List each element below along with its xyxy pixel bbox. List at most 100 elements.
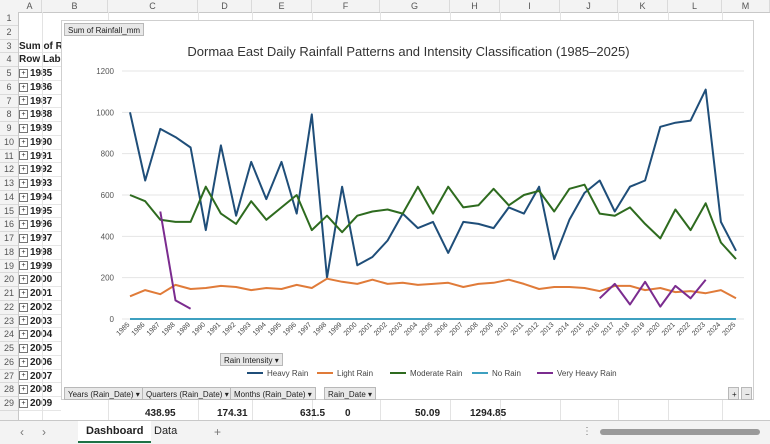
pivot-row-1989[interactable]: +1989 [19,122,61,136]
column-header-h[interactable]: H [450,0,500,12]
pivot-row-1987[interactable]: +1987 [19,95,61,109]
pivot-values-header[interactable]: Sum of R [19,40,61,54]
expand-icon[interactable]: + [19,288,28,298]
tab-data[interactable]: Data [154,425,178,437]
add-sheet-button[interactable]: + [214,425,222,439]
expand-icon[interactable]: + [19,206,28,216]
tab-dashboard[interactable]: Dashboard [78,421,152,443]
collapse-field-button[interactable]: − [741,387,752,400]
column-header-m[interactable]: M [722,0,770,12]
row-header-9[interactable]: 9 [0,122,18,136]
row-header-8[interactable]: 8 [0,108,18,122]
expand-icon[interactable]: + [19,82,28,92]
more-options-icon[interactable]: ⋮ [582,426,592,437]
row-header-5[interactable]: 5 [0,67,18,81]
expand-icon[interactable]: + [19,398,28,408]
pivot-row-2005[interactable]: +2005 [19,342,61,356]
filter-button-3[interactable]: Rain_Date ▾ [324,387,377,400]
pivot-row-2006[interactable]: +2006 [19,356,61,370]
filter-button-2[interactable]: Months (Rain_Date) ▾ [230,387,316,400]
row-header-10[interactable]: 10 [0,136,18,150]
row-header-21[interactable]: 21 [0,287,18,301]
row-header-28[interactable]: 28 [0,383,18,397]
row-header-3[interactable]: 3 [0,40,18,54]
pivot-row-2003[interactable]: +2003 [19,315,61,329]
row-header-11[interactable]: 11 [0,150,18,164]
column-header-c[interactable]: C [108,0,198,12]
pivot-row-1992[interactable]: +1992 [19,163,61,177]
expand-icon[interactable]: + [19,343,28,353]
next-sheet-icon[interactable]: › [42,425,46,439]
expand-icon[interactable]: + [19,247,28,257]
pivot-row-1997[interactable]: +1997 [19,232,61,246]
pivot-row-2001[interactable]: +2001 [19,287,61,301]
row-header-15[interactable]: 15 [0,205,18,219]
pivot-row-1985[interactable]: +1985 [19,67,61,81]
pivot-row-2002[interactable]: +2002 [19,301,61,315]
row-header-23[interactable]: 23 [0,315,18,329]
expand-icon[interactable]: + [19,178,28,188]
pivot-row-1998[interactable]: +1998 [19,246,61,260]
row-header-20[interactable]: 20 [0,273,18,287]
pivot-row-1993[interactable]: +1993 [19,177,61,191]
expand-icon[interactable]: + [19,165,28,175]
expand-icon[interactable]: + [19,233,28,243]
column-header-j[interactable]: J [560,0,618,12]
column-header-g[interactable]: G [380,0,450,12]
expand-icon[interactable]: + [19,68,28,78]
pivot-row-2008[interactable]: +2008 [19,383,61,397]
prev-sheet-icon[interactable]: ‹ [20,425,24,439]
pivot-row-1988[interactable]: +1988 [19,108,61,122]
column-header-d[interactable]: D [198,0,252,12]
expand-icon[interactable]: + [19,192,28,202]
expand-icon[interactable]: + [19,137,28,147]
row-header-25[interactable]: 25 [0,342,18,356]
expand-icon[interactable]: + [19,123,28,133]
row-header-19[interactable]: 19 [0,260,18,274]
expand-icon[interactable]: + [19,275,28,285]
column-header-e[interactable]: E [252,0,312,12]
row-header-13[interactable]: 13 [0,177,18,191]
column-header-l[interactable]: L [668,0,722,12]
pivot-row-2007[interactable]: +2007 [19,370,61,384]
expand-icon[interactable]: + [19,261,28,271]
pivot-row-2009[interactable]: +2009 [19,397,61,411]
pivot-row-1986[interactable]: +1986 [19,81,61,95]
pivot-row-1996[interactable]: +1996 [19,218,61,232]
column-header-a[interactable]: A [18,0,42,12]
expand-icon[interactable]: + [19,371,28,381]
row-header-29[interactable]: 29 [0,397,18,411]
field-button-sum-rainfall[interactable]: Sum of Rainfall_mm [64,23,145,36]
expand-icon[interactable]: + [19,316,28,326]
column-header-b[interactable]: B [42,0,108,12]
row-header-7[interactable]: 7 [0,95,18,109]
row-header-16[interactable]: 16 [0,218,18,232]
pivot-row-1994[interactable]: +1994 [19,191,61,205]
expand-icon[interactable]: + [19,330,28,340]
expand-icon[interactable]: + [19,220,28,230]
column-header-i[interactable]: I [500,0,560,12]
row-header-17[interactable]: 17 [0,232,18,246]
row-header-12[interactable]: 12 [0,163,18,177]
row-header-14[interactable]: 14 [0,191,18,205]
pivot-row-1995[interactable]: +1995 [19,205,61,219]
expand-icon[interactable]: + [19,385,28,395]
row-header-18[interactable]: 18 [0,246,18,260]
expand-icon[interactable]: + [19,302,28,312]
row-header-1[interactable]: 1 [0,12,18,26]
filter-button-1[interactable]: Quarters (Rain_Date) ▾ [142,387,233,400]
expand-icon[interactable]: + [19,357,28,367]
column-header-f[interactable]: F [312,0,380,12]
row-header-26[interactable]: 26 [0,356,18,370]
pivot-row-1990[interactable]: +1990 [19,136,61,150]
expand-icon[interactable]: + [19,110,28,120]
row-header-24[interactable]: 24 [0,328,18,342]
pivot-row-1999[interactable]: +1999 [19,260,61,274]
filter-button-0[interactable]: Years (Rain_Date) ▾ [64,387,144,400]
expand-icon[interactable]: + [19,96,28,106]
pivot-row-1991[interactable]: +1991 [19,150,61,164]
legend-filter-button[interactable]: Rain Intensity ▾ [220,353,283,366]
row-header-4[interactable]: 4 [0,53,18,67]
expand-icon[interactable]: + [19,151,28,161]
row-header-2[interactable]: 2 [0,26,18,40]
